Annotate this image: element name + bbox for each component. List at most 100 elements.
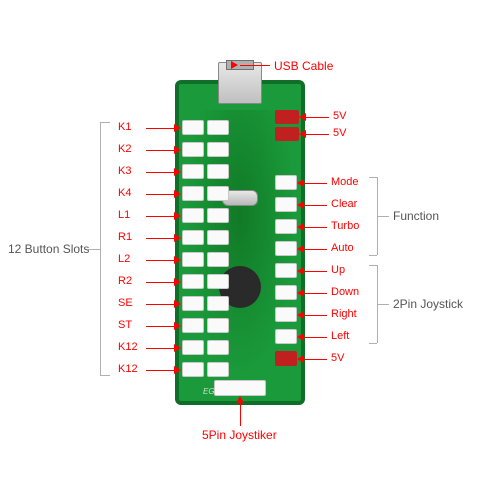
arrow-left: [174, 278, 181, 286]
leader-left: [146, 304, 176, 305]
label-5v-bottom: 5V: [331, 352, 344, 364]
brace-function-m: [377, 216, 389, 217]
button-connector: [207, 120, 229, 135]
arrow-left: [174, 366, 181, 374]
arrow-left: [174, 124, 181, 132]
label-5v-top-1: 5V: [333, 127, 346, 139]
arrow-right: [297, 267, 304, 275]
brace-left-t: [100, 122, 110, 123]
leader-left: [146, 216, 176, 217]
button-connector: [182, 164, 204, 179]
arrow-left: [174, 256, 181, 264]
arrow-left: [174, 300, 181, 308]
label-right-clear: Clear: [331, 198, 357, 210]
arrow-left: [174, 190, 181, 198]
button-connector: [182, 186, 204, 201]
right-connector: [275, 175, 297, 190]
right-connector: [275, 219, 297, 234]
right-connector: [275, 263, 297, 278]
button-connector: [182, 120, 204, 135]
arrow-bottom: [236, 396, 244, 403]
arrow-right: [297, 333, 304, 341]
button-connector: [207, 340, 229, 355]
arrow-left: [174, 234, 181, 242]
leader-left: [146, 348, 176, 349]
brace-left-mid: [88, 249, 100, 250]
leader-left: [146, 326, 176, 327]
brace-function-b: [369, 255, 377, 256]
right-connector: [275, 329, 297, 344]
leader-left: [146, 128, 176, 129]
arrow-left: [174, 168, 181, 176]
label-left-se: SE: [118, 297, 133, 309]
button-connector: [207, 186, 229, 201]
arrow-right: [297, 245, 304, 253]
label-12-button-slots: 12 Button Slots: [8, 242, 89, 256]
power-connector: [275, 110, 299, 124]
button-connector: [207, 318, 229, 333]
right-connector: [275, 197, 297, 212]
label-usb-cable: USB Cable: [274, 59, 333, 73]
arrow-right: [297, 201, 304, 209]
button-connector: [182, 296, 204, 311]
arrow-left: [174, 146, 181, 154]
arrow-left: [174, 344, 181, 352]
label-function: Function: [393, 209, 439, 223]
arrow-5v-b: [297, 355, 304, 363]
arrow-right: [297, 179, 304, 187]
leader-left: [146, 370, 176, 371]
arrow-right: [297, 223, 304, 231]
button-connector: [182, 274, 204, 289]
label-left-k2: K2: [118, 143, 131, 155]
label-left-st: ST: [118, 319, 132, 331]
button-connector: [182, 230, 204, 245]
brace-left-b: [100, 375, 110, 376]
button-connector: [207, 252, 229, 267]
label-5pin-joystick: 5Pin Joystiker: [202, 428, 277, 442]
button-connector: [207, 274, 229, 289]
brace-2pin-joystick-b: [369, 343, 377, 344]
button-connector: [182, 318, 204, 333]
label-right-mode: Mode: [331, 176, 359, 188]
label-left-l2: L2: [118, 253, 130, 265]
leader-left: [146, 282, 176, 283]
label-left-r2: R2: [118, 275, 132, 287]
button-connector: [207, 296, 229, 311]
arrow-right: [297, 311, 304, 319]
label-left-k1: K1: [118, 121, 131, 133]
arrow-left: [174, 212, 181, 220]
label-left-k4: K4: [118, 187, 131, 199]
label-left-k12: K12: [118, 363, 138, 375]
leader-left: [146, 172, 176, 173]
brace-2pin-joystick-t: [369, 265, 377, 266]
power-connector: [275, 127, 299, 141]
arrow-usb: [231, 61, 238, 69]
button-connector: [207, 208, 229, 223]
label-left-l1: L1: [118, 209, 130, 221]
label-left-r1: R1: [118, 231, 132, 243]
button-connector: [207, 142, 229, 157]
right-connector: [275, 241, 297, 256]
leader-left: [146, 238, 176, 239]
arrow-right: [297, 289, 304, 297]
joystick-5pin-connector: [214, 380, 266, 396]
button-connector: [182, 362, 204, 377]
leader-left: [146, 150, 176, 151]
arrow-5v: [299, 130, 306, 138]
button-connector: [182, 142, 204, 157]
power-connector: [275, 351, 297, 366]
right-connector: [275, 285, 297, 300]
button-connector: [182, 252, 204, 267]
leader-usb: [240, 65, 270, 66]
label-right-auto: Auto: [331, 242, 354, 254]
brace-2pin-joystick-m: [377, 304, 389, 305]
button-connector: [207, 164, 229, 179]
label-right-up: Up: [331, 264, 345, 276]
label-right-left: Left: [331, 330, 349, 342]
arrow-5v: [299, 113, 306, 121]
button-connector: [182, 340, 204, 355]
brace-left: [100, 122, 101, 375]
label-right-right: Right: [331, 308, 357, 320]
button-connector: [182, 208, 204, 223]
label-5v-top-0: 5V: [333, 110, 346, 122]
